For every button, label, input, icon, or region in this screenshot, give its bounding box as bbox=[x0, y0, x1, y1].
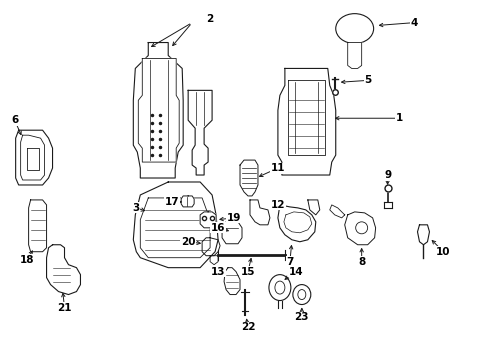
Text: 16: 16 bbox=[210, 223, 225, 233]
Text: 15: 15 bbox=[240, 267, 255, 276]
Text: 4: 4 bbox=[410, 18, 417, 28]
Polygon shape bbox=[240, 160, 258, 196]
Polygon shape bbox=[347, 42, 361, 68]
Polygon shape bbox=[287, 80, 324, 155]
Polygon shape bbox=[200, 212, 216, 228]
Text: 7: 7 bbox=[285, 257, 293, 267]
Polygon shape bbox=[277, 68, 335, 175]
Text: 13: 13 bbox=[210, 267, 225, 276]
Text: 21: 21 bbox=[57, 302, 72, 312]
Polygon shape bbox=[249, 200, 269, 225]
Text: 20: 20 bbox=[181, 237, 195, 247]
Polygon shape bbox=[26, 148, 39, 170]
Text: 12: 12 bbox=[270, 200, 285, 210]
Text: 1: 1 bbox=[395, 113, 403, 123]
Text: 18: 18 bbox=[20, 255, 34, 265]
Text: 10: 10 bbox=[435, 247, 450, 257]
Ellipse shape bbox=[274, 281, 285, 294]
Ellipse shape bbox=[335, 14, 373, 44]
Polygon shape bbox=[417, 225, 428, 245]
Polygon shape bbox=[188, 90, 212, 175]
Text: 14: 14 bbox=[288, 267, 303, 276]
Text: 19: 19 bbox=[226, 213, 241, 223]
Text: 11: 11 bbox=[270, 163, 285, 173]
Polygon shape bbox=[29, 200, 46, 252]
Text: 17: 17 bbox=[164, 197, 179, 207]
Polygon shape bbox=[277, 205, 315, 242]
Polygon shape bbox=[329, 205, 344, 218]
Text: 2: 2 bbox=[206, 14, 213, 24]
Text: 5: 5 bbox=[363, 75, 370, 85]
Polygon shape bbox=[224, 268, 240, 294]
Text: 22: 22 bbox=[240, 323, 255, 332]
Polygon shape bbox=[133, 42, 183, 178]
Text: 8: 8 bbox=[357, 257, 365, 267]
Polygon shape bbox=[133, 182, 218, 268]
Polygon shape bbox=[202, 238, 220, 256]
Polygon shape bbox=[307, 200, 319, 215]
Polygon shape bbox=[284, 212, 311, 233]
Polygon shape bbox=[138, 58, 179, 162]
Text: 6: 6 bbox=[11, 115, 18, 125]
Polygon shape bbox=[140, 198, 210, 258]
Polygon shape bbox=[344, 212, 375, 245]
Polygon shape bbox=[222, 222, 242, 244]
Ellipse shape bbox=[292, 285, 310, 305]
Polygon shape bbox=[210, 256, 218, 265]
Polygon shape bbox=[181, 196, 194, 207]
Text: 23: 23 bbox=[294, 312, 308, 323]
Ellipse shape bbox=[297, 289, 305, 300]
Polygon shape bbox=[16, 130, 52, 185]
Text: 9: 9 bbox=[383, 170, 390, 180]
Polygon shape bbox=[20, 135, 44, 180]
Polygon shape bbox=[46, 245, 81, 294]
Ellipse shape bbox=[268, 275, 290, 301]
Text: 3: 3 bbox=[132, 203, 140, 213]
